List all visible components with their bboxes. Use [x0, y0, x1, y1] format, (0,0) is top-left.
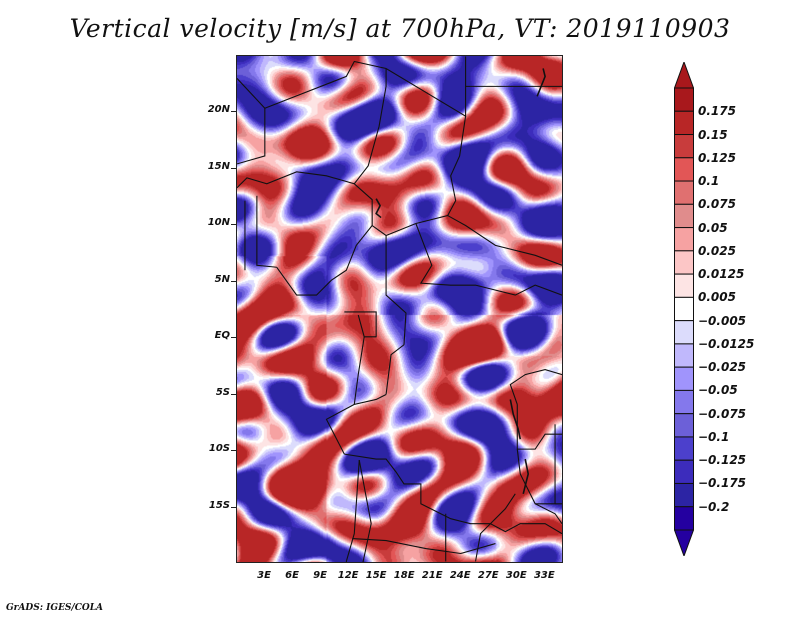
lat-tick-mark — [231, 393, 236, 395]
border-line — [345, 459, 372, 562]
lat-tick-label: 15S — [208, 499, 230, 511]
lake-outline — [375, 198, 382, 219]
border-line — [371, 116, 467, 237]
lon-tick-label: 3E — [257, 570, 271, 581]
colorbar-box — [674, 203, 694, 229]
colorbar-level-label: 0.005 — [698, 290, 736, 305]
border-line — [415, 223, 562, 296]
lon-tick-label: 24E — [449, 570, 471, 581]
colorbar-box — [674, 436, 694, 461]
country-borders — [237, 56, 562, 562]
colorbar-box — [674, 273, 694, 298]
border-line — [516, 404, 562, 450]
border-line — [385, 235, 407, 395]
lake-outline — [522, 458, 530, 495]
colorbar-level-label: 0.175 — [698, 104, 736, 119]
border-line — [474, 493, 516, 562]
colorbar-level-label: −0.175 — [698, 476, 747, 491]
colorbar — [674, 62, 694, 556]
lat-tick-mark — [231, 224, 236, 226]
lon-tick-label: 6E — [285, 570, 299, 581]
lat-tick-label: 10N — [207, 217, 230, 229]
colorbar-level-label: 0.125 — [698, 150, 736, 165]
border-line — [490, 523, 562, 535]
lon-tick-label: 21E — [421, 570, 443, 581]
colorbar-box — [674, 389, 694, 415]
border-line — [352, 538, 496, 555]
colorbar-level-label: −0.025 — [698, 360, 747, 375]
colorbar-box — [674, 134, 694, 159]
border-line — [516, 449, 562, 505]
lat-tick-label: 5N — [214, 273, 230, 285]
lake-outline — [509, 399, 522, 440]
lon-tick-label: 18E — [393, 570, 415, 581]
plot-title: Vertical velocity [m/s] at 700hPa, VT: 2… — [69, 14, 731, 43]
lon-tick-label: 33E — [533, 570, 555, 581]
colorbar-level-label: −0.075 — [698, 406, 747, 421]
border-line — [345, 460, 360, 562]
border-line — [237, 56, 467, 118]
colorbar-box — [674, 87, 694, 112]
colorbar-level-label: −0.1 — [698, 429, 730, 444]
colorbar-box — [674, 110, 694, 136]
colorbar-box — [674, 296, 694, 322]
colorbar-box — [674, 250, 694, 275]
lat-tick-mark — [231, 167, 236, 169]
colorbar-box — [674, 180, 694, 205]
lat-tick-label: 10S — [208, 443, 230, 455]
colorbar-level-label: 0.05 — [698, 220, 728, 235]
colorbar-box — [674, 459, 694, 484]
border-line — [509, 369, 562, 405]
colorbar-box — [674, 506, 694, 531]
map-panel — [236, 55, 563, 563]
lon-tick-label: 9E — [313, 570, 327, 581]
colorbar-box — [674, 320, 694, 345]
colorbar-level-label: 0.025 — [698, 243, 736, 258]
colorbar-box — [674, 227, 694, 252]
grads-credit: GrADS: IGES/COLA — [6, 603, 104, 613]
colorbar-level-label: −0.2 — [698, 499, 730, 514]
border-line — [447, 215, 562, 266]
border-line — [344, 453, 491, 525]
colorbar-level-label: 0.15 — [698, 127, 728, 142]
border-line — [237, 171, 355, 189]
colorbar-box — [674, 413, 694, 438]
colorbar-over-triangle — [674, 62, 694, 89]
lat-tick-mark — [231, 450, 236, 452]
lat-tick-label: 5S — [215, 386, 230, 398]
colorbar-level-label: −0.0125 — [698, 336, 755, 351]
lon-tick-label: 15E — [365, 570, 387, 581]
lat-tick-mark — [231, 111, 236, 113]
border-line — [276, 225, 373, 296]
colorbar-level-label: −0.125 — [698, 453, 747, 468]
lon-tick-label: 12E — [337, 570, 359, 581]
colorbar-box — [674, 482, 694, 508]
colorbar-level-label: −0.005 — [698, 313, 747, 328]
border-line — [353, 68, 387, 226]
colorbar-box — [674, 366, 694, 391]
lat-tick-mark — [231, 506, 236, 508]
colorbar-box — [674, 343, 694, 368]
lon-tick-label: 30E — [505, 570, 527, 581]
colorbar-level-label: 0.0125 — [698, 267, 745, 282]
border-line — [353, 336, 387, 406]
border-line — [256, 195, 277, 268]
border-line — [325, 403, 355, 455]
colorbar-level-label: 0.075 — [698, 197, 736, 212]
lat-tick-label: 15N — [207, 160, 230, 172]
lon-tick-label: 27E — [477, 570, 499, 581]
border-line — [237, 108, 266, 165]
border-line — [534, 503, 562, 524]
colorbar-level-label: −0.05 — [698, 383, 738, 398]
lat-tick-label: EQ — [214, 330, 230, 342]
colorbar-box — [674, 157, 694, 182]
colorbar-under-triangle — [674, 529, 694, 556]
colorbar-level-label: 0.1 — [698, 174, 720, 189]
lat-tick-mark — [231, 337, 236, 339]
lake-outline — [536, 68, 546, 97]
lat-tick-label: 20N — [207, 104, 230, 116]
lat-tick-mark — [231, 280, 236, 282]
border-line — [344, 311, 377, 338]
